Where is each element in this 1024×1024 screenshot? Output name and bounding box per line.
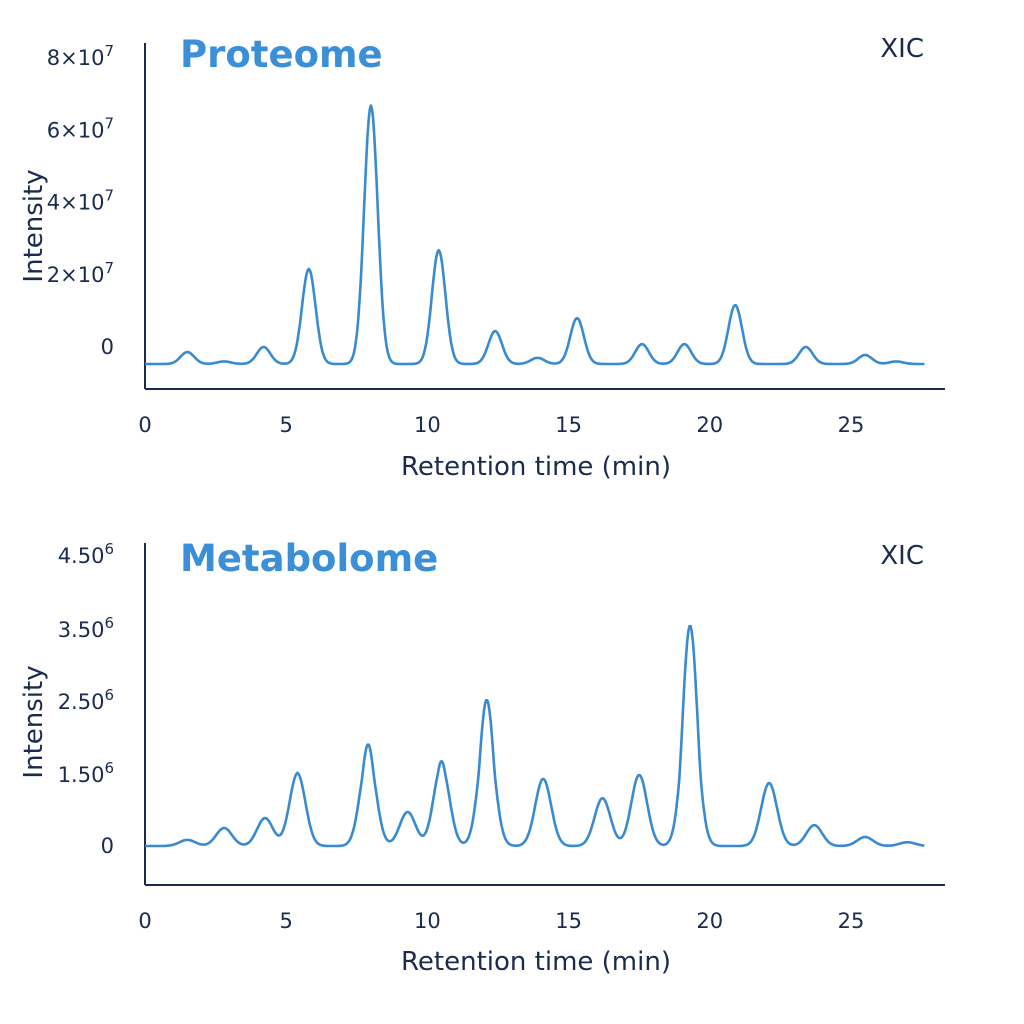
x-tick-label: 25: [838, 909, 865, 933]
y-tick-label: 0: [101, 335, 114, 359]
y-tick-label: 6×107: [47, 114, 114, 142]
y-tick-label: 2×107: [47, 259, 114, 287]
chromatogram-trace: [144, 624, 925, 848]
proteome-panel: Proteome XIC Retention time (min) Intens…: [19, 33, 945, 482]
x-tick-label: 0: [138, 413, 151, 437]
x-tick-label: 5: [280, 909, 293, 933]
y-tick-label: 8×107: [47, 42, 114, 70]
xic-label: XIC: [880, 34, 924, 64]
x-tick-label: 10: [414, 413, 441, 437]
y-tick-label: 2.506: [58, 686, 114, 714]
y-tick-label: 1.506: [58, 759, 114, 787]
x-tick-label: 15: [555, 413, 582, 437]
y-axis-label: Intensity: [19, 665, 49, 778]
x-axis-label: Retention time (min): [401, 947, 671, 977]
chromatogram-trace: [144, 104, 925, 366]
x-tick-label: 5: [280, 413, 293, 437]
x-axis-label: Retention time (min): [401, 452, 671, 482]
y-axis-label: Intensity: [19, 169, 49, 282]
x-tick-label: 0: [138, 909, 151, 933]
x-tick-label: 25: [838, 413, 865, 437]
y-tick-label: 4×107: [47, 187, 114, 215]
x-tick-label: 10: [414, 909, 441, 933]
x-tick-label: 15: [555, 909, 582, 933]
y-tick-label: 4.506: [58, 540, 114, 568]
metabolome-panel: Metabolome XIC Retention time (min) Inte…: [19, 537, 945, 977]
y-tick-label: 0: [101, 834, 114, 858]
x-tick-label: 20: [696, 909, 723, 933]
panel-title: Metabolome: [180, 537, 438, 580]
x-tick-label: 20: [696, 413, 723, 437]
xic-label: XIC: [880, 541, 924, 571]
panel-title: Proteome: [180, 33, 383, 76]
y-tick-label: 3.506: [58, 614, 114, 642]
